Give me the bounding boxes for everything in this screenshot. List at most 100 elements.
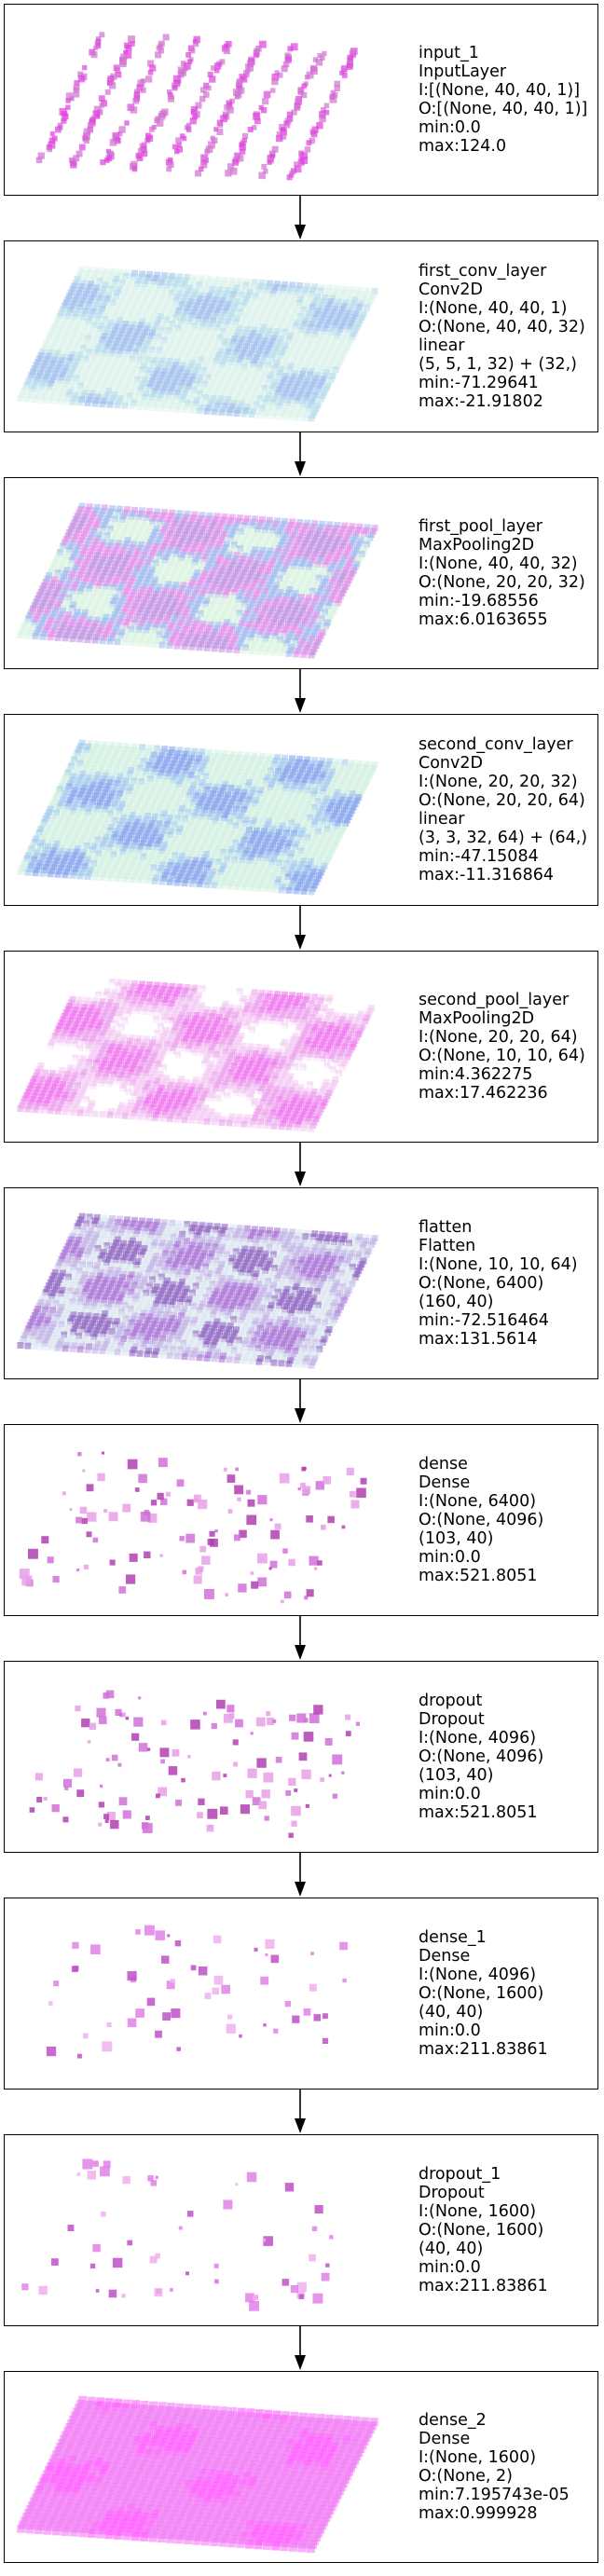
activation-cell xyxy=(74,513,81,520)
activation-cell xyxy=(218,882,226,889)
activation-cell xyxy=(249,613,256,621)
activation-cell xyxy=(144,404,151,411)
activation-cell xyxy=(190,404,198,411)
activation-cell xyxy=(310,774,318,781)
activation-cell xyxy=(223,777,230,785)
activation-cell xyxy=(108,806,116,814)
activation-cell xyxy=(315,368,323,376)
activation-cell xyxy=(334,80,340,88)
activation-cell xyxy=(118,279,126,286)
activation-cell xyxy=(23,381,31,389)
activation-cell xyxy=(226,534,234,541)
activation-cell xyxy=(59,624,66,632)
activation-cell xyxy=(87,534,94,541)
activation-cell xyxy=(263,317,270,324)
activation-cell xyxy=(221,561,228,569)
activation-cell xyxy=(128,862,135,870)
activation-cell xyxy=(273,297,281,305)
activation-cell xyxy=(309,320,316,327)
activation-cell xyxy=(76,605,83,612)
layer-type: Conv2D xyxy=(419,281,483,299)
activation-cell xyxy=(125,378,132,386)
activation-cell xyxy=(178,300,185,308)
activation-cell xyxy=(240,884,248,891)
activation-cell xyxy=(87,551,93,558)
activation-cell xyxy=(150,343,158,350)
activation-cell xyxy=(103,531,111,539)
activation-cell xyxy=(146,555,154,563)
activation-cell xyxy=(252,529,259,536)
activation-cell xyxy=(248,285,255,293)
activation-cell xyxy=(95,311,103,319)
activation-cell xyxy=(81,513,89,520)
activation-cell xyxy=(188,548,196,555)
activation-cell xyxy=(240,805,248,813)
activation-cell xyxy=(313,341,321,349)
activation-cell xyxy=(229,859,237,867)
activation-cell xyxy=(237,782,244,788)
activation-cell xyxy=(82,592,89,599)
activation-cell xyxy=(228,514,236,521)
activation-cell xyxy=(197,325,204,333)
activation-cell xyxy=(111,580,118,587)
activation-cell xyxy=(137,147,144,155)
activation-cell xyxy=(231,808,239,815)
activation-cell xyxy=(282,639,290,647)
activation-cell xyxy=(89,626,96,634)
activation-cell xyxy=(263,523,270,530)
activation-cell xyxy=(119,611,127,619)
activation-cell xyxy=(280,128,287,136)
activation-cell xyxy=(150,751,158,759)
activation-cell xyxy=(284,637,292,644)
activation-cell xyxy=(234,629,240,637)
activation-cell xyxy=(203,881,211,888)
activation-cell xyxy=(81,294,89,301)
activation-cell xyxy=(49,815,57,823)
activation-cell xyxy=(262,98,269,105)
layer-name: first_conv_layer xyxy=(419,262,547,281)
activation-cell xyxy=(285,840,293,847)
activation-cell xyxy=(263,760,270,767)
activation-cell xyxy=(132,804,140,812)
activation-cell xyxy=(243,610,251,617)
activation-cell xyxy=(175,574,183,582)
activation-cell xyxy=(154,508,161,515)
activation-cell xyxy=(191,747,199,755)
activation-cell xyxy=(210,614,217,622)
activation-cell xyxy=(112,546,119,554)
activation-cell xyxy=(264,774,271,781)
activation-cell xyxy=(341,333,349,340)
activation-cell xyxy=(47,870,54,878)
activation-cell xyxy=(231,760,239,768)
activation-cell xyxy=(313,358,320,365)
activation-cell xyxy=(183,639,190,647)
activation-cell xyxy=(74,529,81,537)
activation-cell xyxy=(223,368,230,376)
activation-cell xyxy=(235,596,242,603)
activation-cell xyxy=(272,866,280,873)
activation-cell xyxy=(61,810,67,817)
activation-cell xyxy=(78,378,86,386)
activation-cell xyxy=(197,627,203,635)
activation-cell xyxy=(359,296,366,304)
activation-cell xyxy=(295,553,302,560)
activation-cell xyxy=(114,336,121,344)
activation-cell xyxy=(209,285,216,293)
activation-cell xyxy=(88,802,95,809)
layer-box-first-conv-layer: first_conv_layer Conv2D I:(None, 40, 40, 1… xyxy=(4,240,598,432)
activation-cell xyxy=(120,797,128,804)
activation-cell xyxy=(206,370,213,377)
activation-cell xyxy=(46,336,52,343)
activation-cell xyxy=(326,788,334,796)
activation-cell xyxy=(70,161,77,169)
activation-cell xyxy=(275,294,282,301)
activation-cell xyxy=(332,92,338,98)
activation-cell xyxy=(34,390,42,396)
activation-cell xyxy=(262,635,269,642)
activation-cell xyxy=(167,513,174,520)
activation-cell xyxy=(148,867,156,874)
activation-cell xyxy=(282,61,290,68)
activation-cell xyxy=(311,597,319,605)
activation-cell xyxy=(323,103,330,109)
activation-cell xyxy=(329,95,337,103)
